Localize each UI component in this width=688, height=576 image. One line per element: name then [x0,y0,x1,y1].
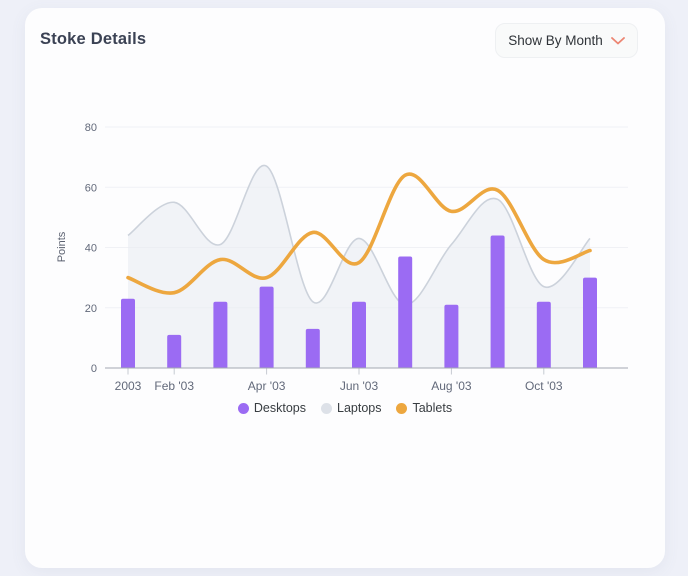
series-area-laptops-fill[interactable] [128,165,590,368]
legend-marker-icon [237,402,249,414]
legend-marker-icon [321,402,332,414]
bar-desktops-8[interactable] [490,235,505,368]
chevron-down-icon [610,36,625,44]
bar-desktops-5[interactable] [352,301,366,368]
legend-item-tablets[interactable]: Tablets [396,401,452,415]
series-area-laptops-stroke [127,164,591,306]
legend-label: Tablets [412,401,453,415]
bar-desktops-9[interactable] [536,301,551,368]
bar-desktops-4[interactable] [305,328,320,368]
x-tick-label: Feb '03 [154,379,194,393]
legend-item-desktops[interactable]: Desktops [237,401,306,415]
bar-desktops-7[interactable] [444,304,459,368]
x-tick-label: Oct '03 [525,379,563,393]
legend-label: Laptops [337,401,382,415]
y-tick-label: 40 [85,243,97,255]
bar-desktops-3[interactable] [259,286,274,368]
bar-desktops-2[interactable] [213,301,228,368]
x-tick-label: Apr '03 [248,379,286,393]
y-tick-label: 80 [85,122,97,134]
bar-desktops-0[interactable] [121,298,135,368]
y-axis-title: Points [56,231,68,262]
y-tick-label: 60 [85,182,97,194]
show-by-month-dropdown[interactable]: Show By Month [495,23,638,58]
legend-marker-icon [396,402,408,414]
series-line-tablets[interactable] [126,172,592,295]
legend-label: Desktops [253,401,306,415]
x-tick-label: Jun '03 [340,379,379,393]
page-title: Stoke Details [40,30,147,48]
stock-details-card: Stoke Details Show By Month 0 20 40 60 80 Poi… [25,8,665,568]
legend-item-laptops[interactable]: Laptops [321,401,381,415]
y-tick-label: 20 [85,303,97,315]
x-tick-label: 2003 [115,379,142,393]
bar-desktops-6[interactable] [398,256,413,368]
x-tick-label: Aug '03 [431,379,472,393]
y-tick-label: 0 [91,363,97,375]
bar-desktops-10[interactable] [583,277,597,368]
dropdown-label: Show By Month [508,33,603,48]
mixed-chart[interactable]: 0 20 40 60 80 Points 2003 Feb '03 Apr '03 Jun '03… [38,100,650,400]
bar-desktops-1[interactable] [167,334,182,368]
chart-legend: Desktops Laptops Tablets [25,401,665,415]
